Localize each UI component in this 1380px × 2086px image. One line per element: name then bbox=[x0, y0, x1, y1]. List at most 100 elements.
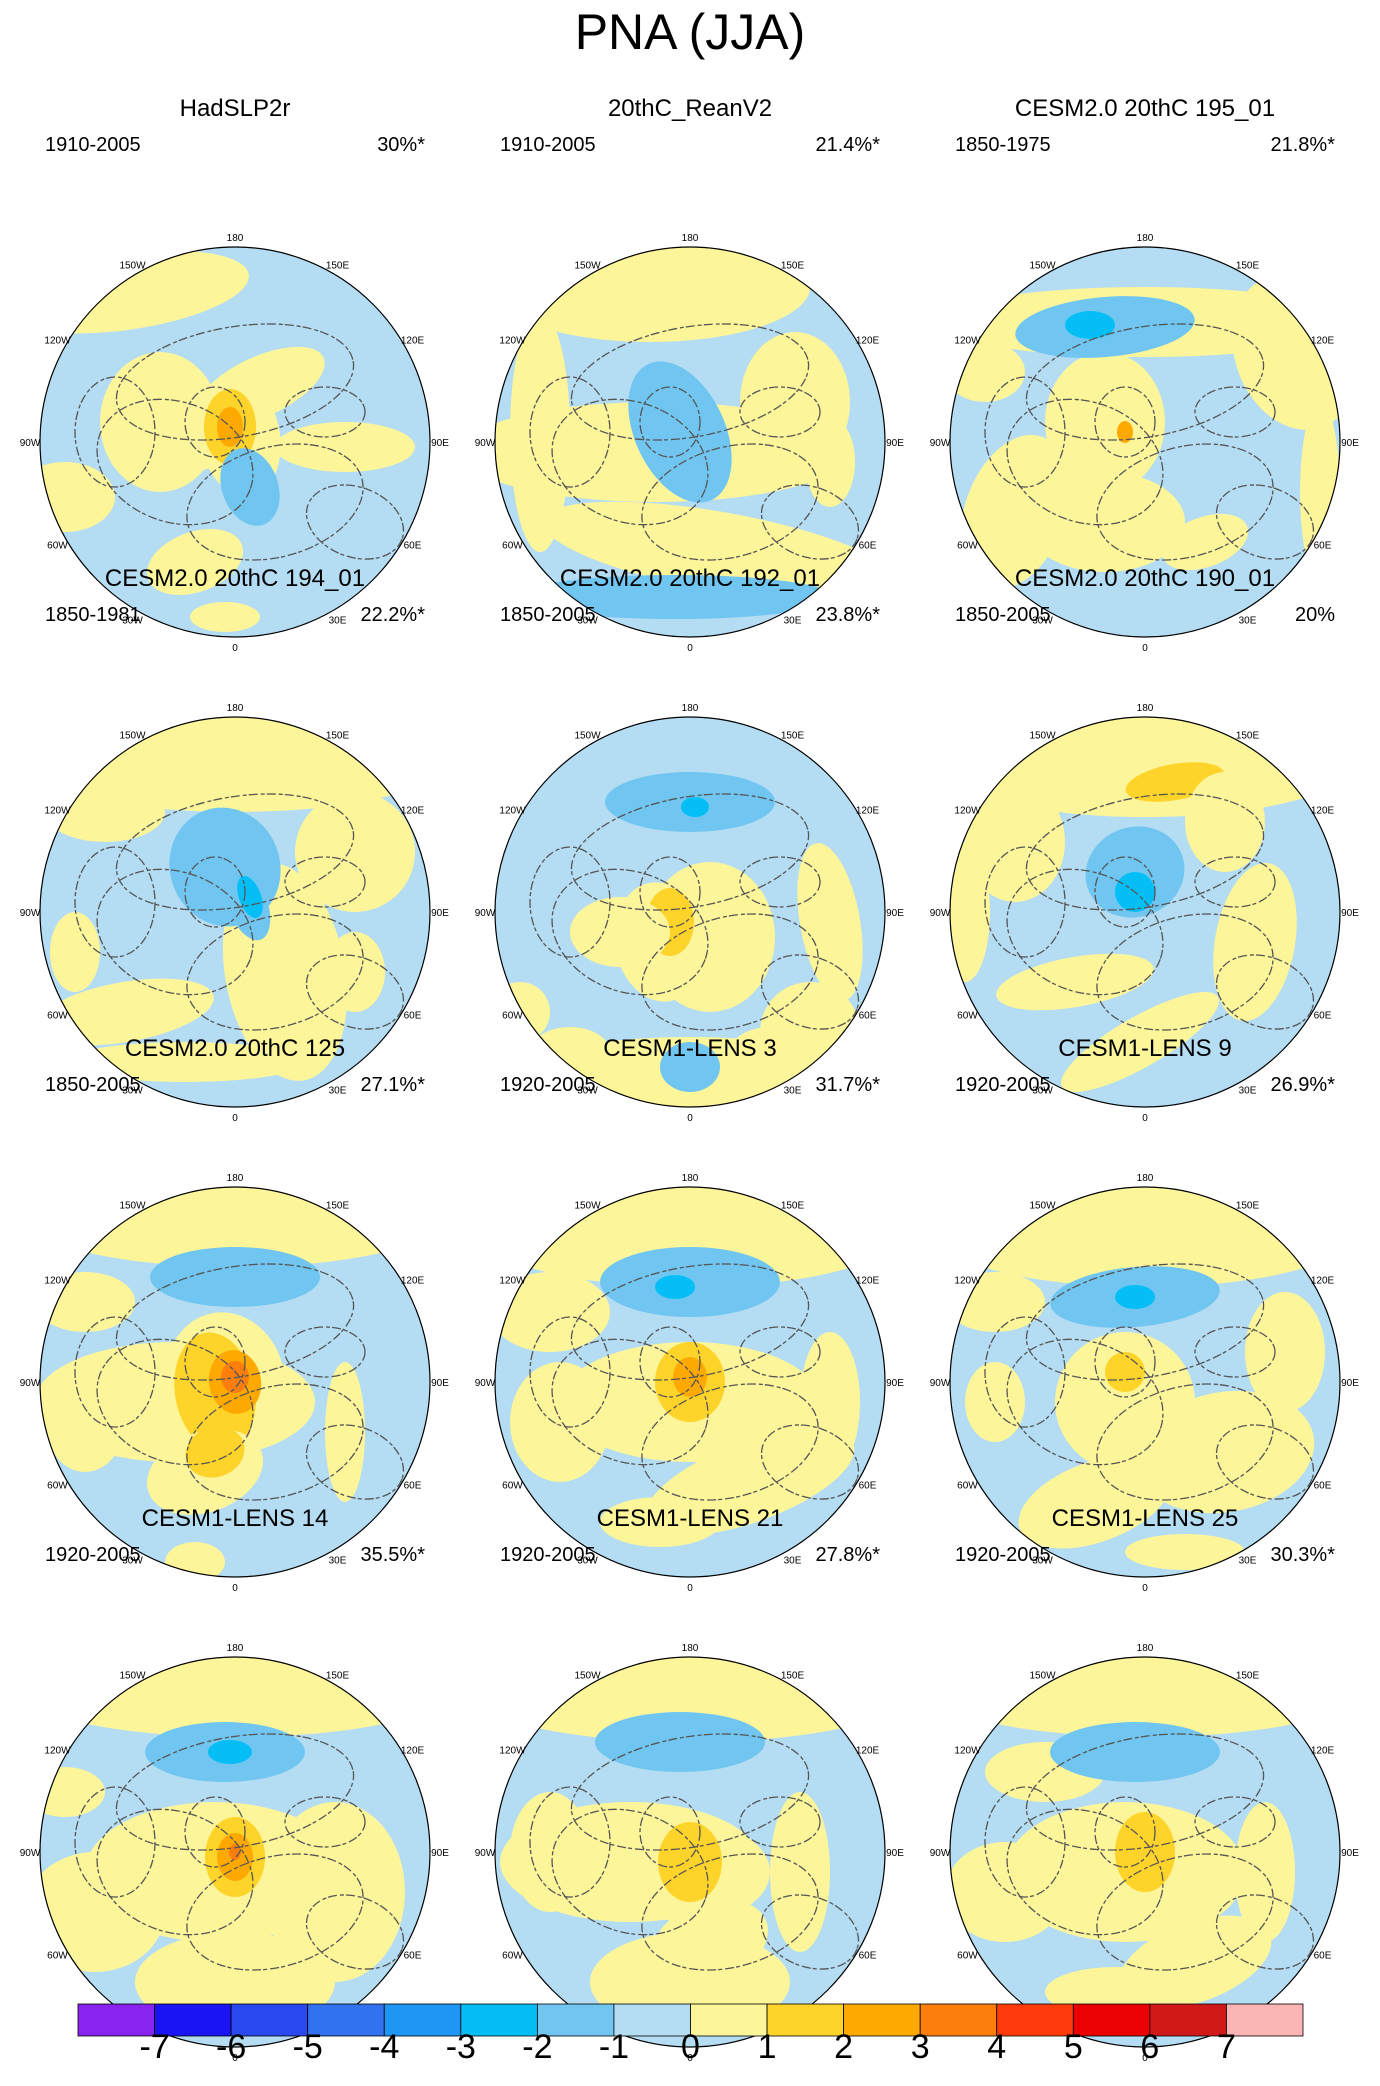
panel-period: 1910-2005 bbox=[500, 134, 596, 156]
longitude-label: 150W bbox=[1029, 730, 1056, 741]
longitude-label: 120E bbox=[401, 1746, 425, 1757]
coastline bbox=[639, 1326, 701, 1398]
map-panel: 180 150E 120E 90E 60E 30E 0 30W 60W 90W 120W 150W CE… bbox=[470, 1505, 910, 2064]
longitude-label: 30W bbox=[122, 1556, 143, 1567]
coastline bbox=[1194, 1796, 1276, 1848]
coastline bbox=[186, 1853, 364, 1971]
longitude-label: 150E bbox=[326, 730, 350, 741]
positive-anomaly-contour bbox=[221, 1361, 249, 1393]
coastline bbox=[1096, 1383, 1274, 1501]
coastline bbox=[1096, 443, 1274, 561]
coastline bbox=[641, 1853, 819, 1971]
positive-anomaly-contour bbox=[100, 352, 220, 492]
positive-anomaly-contour bbox=[325, 932, 385, 1012]
coastline bbox=[984, 1316, 1066, 1428]
positive-anomaly-contour bbox=[1117, 421, 1133, 443]
coastline bbox=[115, 323, 355, 441]
coastline bbox=[1025, 323, 1265, 441]
coastline bbox=[570, 323, 810, 441]
positive-anomaly-contour bbox=[950, 1842, 1065, 1942]
coastline bbox=[551, 868, 709, 996]
negative-anomaly-contour bbox=[208, 1740, 252, 1764]
panel-title: CESM2.0 20thC 195_01 bbox=[1014, 95, 1276, 122]
longitude-label: 30E bbox=[329, 1086, 347, 1097]
longitude-label: 30W bbox=[577, 1086, 598, 1097]
coastline bbox=[1025, 793, 1265, 911]
longitude-label: 30W bbox=[1032, 1556, 1053, 1567]
map-panel: 180 150E 120E 90E 60E 30E 0 30W 60W 90W 120W 150W CE… bbox=[925, 1505, 1365, 2064]
longitude-label: 0 bbox=[687, 2053, 693, 2064]
longitude-label: 60W bbox=[502, 541, 523, 552]
longitude-label: 90E bbox=[431, 1848, 449, 1859]
longitude-label: 150E bbox=[326, 1200, 350, 1211]
longitude-label: 30E bbox=[784, 1086, 802, 1097]
longitude-label: 150W bbox=[119, 260, 146, 271]
longitude-label: 90W bbox=[20, 1378, 41, 1389]
map-panel: 180 150E 120E 90E 60E 30E 0 30W 60W 90W 120W 150W CE… bbox=[470, 1035, 910, 1594]
coastline bbox=[115, 1263, 355, 1381]
map-boundary bbox=[39, 1186, 431, 1578]
longitude-label: 30E bbox=[1239, 1086, 1257, 1097]
longitude-label: 60E bbox=[1314, 541, 1332, 552]
longitude-label: 150W bbox=[574, 1670, 601, 1681]
positive-anomaly-contour bbox=[45, 1372, 125, 1472]
longitude-label: 120E bbox=[401, 336, 425, 347]
longitude-label: 60E bbox=[1314, 1951, 1332, 1962]
coastline bbox=[305, 484, 405, 560]
longitude-label: 30E bbox=[784, 616, 802, 627]
longitude-label: 120W bbox=[499, 1276, 526, 1287]
longitude-label: 60W bbox=[957, 541, 978, 552]
coastline bbox=[284, 856, 366, 908]
negative-anomaly-contour bbox=[681, 797, 709, 817]
longitude-label: 0 bbox=[232, 1113, 238, 1124]
longitude-label: 60E bbox=[859, 541, 877, 552]
positive-anomaly-contour bbox=[275, 422, 415, 472]
longitude-label: 0 bbox=[1142, 2053, 1148, 2064]
longitude-label: 30W bbox=[577, 616, 598, 627]
positive-anomaly-contour bbox=[265, 1802, 405, 1982]
panel-title: CESM1-LENS 25 bbox=[1051, 1505, 1239, 1532]
negative-anomaly-contour bbox=[1115, 1285, 1155, 1309]
longitude-label: 60W bbox=[47, 1481, 68, 1492]
coastline bbox=[739, 1796, 821, 1848]
coastline bbox=[1194, 856, 1276, 908]
longitude-label: 30E bbox=[1239, 616, 1257, 627]
longitude-label: 120W bbox=[499, 806, 526, 817]
panel-period: 1920-2005 bbox=[500, 1544, 596, 1566]
longitude-label: 150E bbox=[1236, 1200, 1260, 1211]
coastline bbox=[1094, 386, 1156, 458]
coastline bbox=[760, 954, 860, 1030]
longitude-label: 120W bbox=[44, 336, 71, 347]
coastline bbox=[1215, 484, 1315, 560]
coastline bbox=[186, 1383, 364, 1501]
longitude-label: 60W bbox=[502, 1011, 523, 1022]
longitude-label: 60W bbox=[957, 1951, 978, 1962]
colorbar-tick-label: 7 bbox=[1216, 2028, 1236, 2066]
positive-anomaly-contour bbox=[190, 602, 260, 632]
longitude-label: 120W bbox=[954, 806, 981, 817]
positive-anomaly-contour bbox=[658, 1822, 722, 1902]
negative-anomaly-contour bbox=[655, 1275, 695, 1299]
longitude-label: 90E bbox=[886, 1848, 904, 1859]
coastline bbox=[641, 913, 819, 1031]
longitude-label: 120E bbox=[1311, 806, 1335, 817]
positive-anomaly-contour bbox=[965, 782, 1065, 902]
coastline bbox=[984, 1786, 1066, 1898]
positive-anomaly-contour bbox=[40, 978, 214, 1046]
longitude-label: 150W bbox=[1029, 1670, 1056, 1681]
coastline bbox=[639, 1796, 701, 1868]
colorbar-tick-label: 1 bbox=[757, 2028, 777, 2066]
longitude-label: 180 bbox=[1137, 703, 1154, 714]
coastline bbox=[284, 1326, 366, 1378]
coastline bbox=[1006, 398, 1164, 526]
longitude-label: 30W bbox=[122, 1086, 143, 1097]
positive-anomaly-contour bbox=[651, 1899, 769, 1985]
longitude-label: 60E bbox=[859, 1481, 877, 1492]
longitude-label: 90E bbox=[886, 438, 904, 449]
longitude-label: 150E bbox=[781, 1670, 805, 1681]
map-boundary bbox=[39, 246, 431, 638]
longitude-label: 0 bbox=[232, 2053, 238, 2064]
